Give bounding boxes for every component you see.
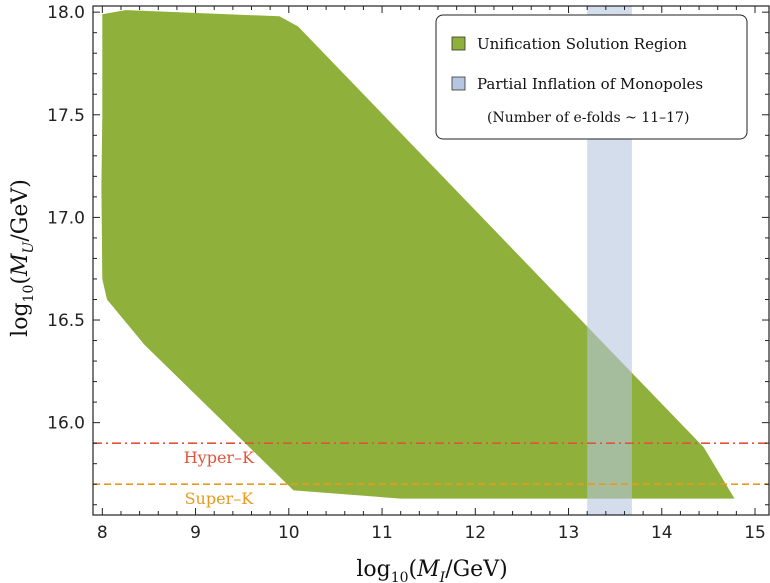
y-axis-title: log10(MU/GeV) [8, 179, 37, 337]
legend-swatch-region [451, 36, 466, 51]
axes: 8 9 10 11 12 13 14 15 16.0 16.5 17.0 17.5 18.0 [47, 3, 770, 543]
y-tick-label: 18.0 [47, 3, 85, 23]
x-tick-label: 11 [371, 523, 393, 543]
plot-frame [92, 5, 770, 516]
x-tick-label: 8 [97, 523, 108, 543]
x-tick-label: 13 [558, 523, 580, 543]
x-tick-label: 12 [464, 523, 486, 543]
legend-entry-band: Partial Inflation of Monopoles [477, 75, 703, 93]
x-tick-label: 14 [651, 523, 673, 543]
y-tick-label: 16.0 [47, 414, 85, 434]
plot-area: Hyper–K Super–K [93, 6, 769, 515]
unification-region [101, 10, 735, 499]
legend-note: (Number of e-folds ~ 11–17) [487, 110, 689, 126]
hyperk-label: Hyper–K [184, 448, 255, 467]
y-tick-label: 17.5 [47, 106, 85, 126]
superk-label: Super–K [185, 489, 255, 508]
legend-swatch-band [451, 76, 466, 91]
legend-entry-region: Unification Solution Region [477, 35, 687, 53]
y-tick-label: 16.5 [47, 311, 85, 331]
x-axis-title: log10(MI/GeV) [356, 557, 507, 583]
legend: Unification Solution Region Partial Infl… [435, 14, 748, 140]
legend-box [435, 14, 748, 140]
x-tick-label: 10 [278, 523, 300, 543]
y-tick-label: 17.0 [47, 208, 85, 228]
x-tick-label: 9 [190, 523, 201, 543]
x-tick-label: 15 [744, 523, 766, 543]
